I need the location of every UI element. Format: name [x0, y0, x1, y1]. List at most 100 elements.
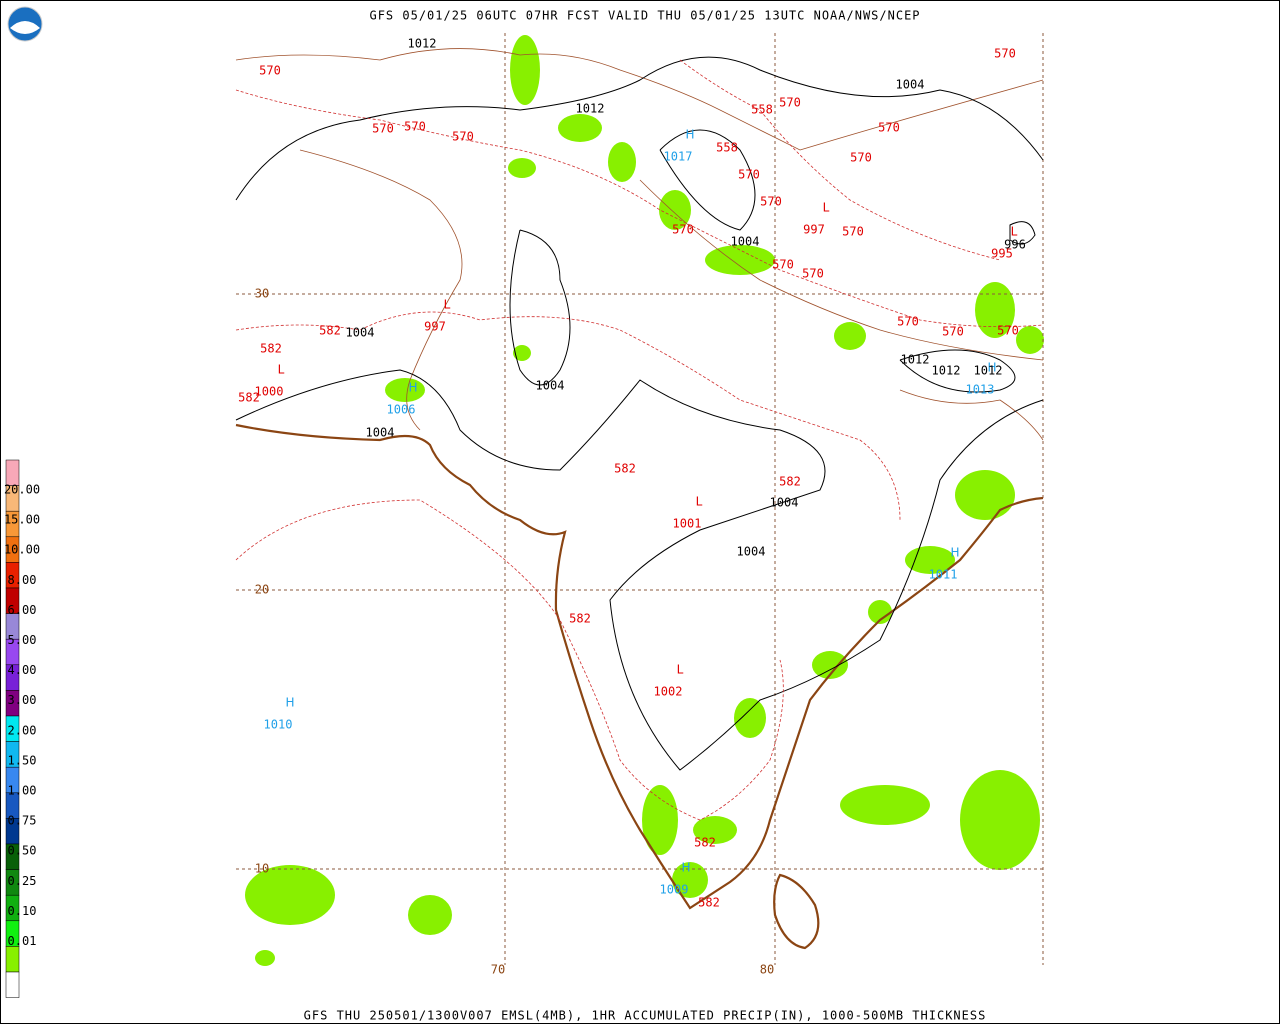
- isobar-label: 1004: [731, 235, 760, 249]
- isobar: [899, 349, 1016, 393]
- center-value: 1000: [255, 385, 284, 399]
- center-symbol: H: [408, 381, 417, 395]
- center-value: 1010: [264, 718, 293, 732]
- isobar: [659, 129, 756, 231]
- legend-label: 8.00: [8, 573, 37, 587]
- center-value: 1017: [664, 150, 693, 164]
- center-symbol: L: [444, 298, 451, 312]
- isobar-label: 1012: [408, 37, 437, 51]
- legend-label: 0.10: [8, 904, 37, 918]
- precip: [812, 651, 848, 679]
- lat-lon-grid: [236, 33, 1044, 965]
- border: [639, 179, 1044, 361]
- logo-bird: [10, 21, 40, 34]
- isobar: [1009, 221, 1036, 245]
- header-title: GFS 05/01/25 06UTC 07HR FCST VALID THU 0…: [369, 9, 920, 23]
- thickness-label: 570: [878, 121, 900, 135]
- thickness-line: [679, 59, 1001, 261]
- center-symbol: L: [823, 201, 830, 215]
- lat-label: 20: [255, 583, 269, 597]
- thickness-label: 570: [372, 122, 394, 136]
- legend-label: 0.50: [8, 844, 37, 858]
- isobar-label: 1004: [770, 496, 799, 510]
- thickness-label: 582: [614, 462, 636, 476]
- lat-label: 30: [255, 287, 269, 301]
- center-symbol: L: [278, 363, 285, 377]
- precip: [975, 282, 1015, 338]
- precip: [955, 470, 1015, 520]
- thickness-label: 582: [779, 475, 801, 489]
- legend: 20.00 15.00 10.00 8.00 6.00 5.00 4.00 3.00 2.00 1…: [4, 459, 40, 998]
- isobar-label: 1004: [737, 545, 766, 559]
- thickness-label: 570: [259, 64, 281, 78]
- legend-label: 10.00: [4, 543, 40, 557]
- isobar: [509, 229, 571, 386]
- center-value: 995: [991, 247, 1013, 261]
- lat-label: 10: [255, 862, 269, 876]
- thickness-label: 570: [772, 258, 794, 272]
- noaa-logo: [7, 6, 43, 42]
- precip: [840, 785, 930, 825]
- borders: [235, 48, 1044, 441]
- center-symbol: H: [950, 546, 959, 560]
- precip: [693, 816, 737, 844]
- isobar-label: 1012: [932, 364, 961, 378]
- lon-label: 70: [491, 963, 505, 977]
- center-symbol: H: [285, 696, 294, 710]
- isobar-label: 1004: [366, 426, 395, 440]
- legend-swatch: [5, 971, 20, 998]
- thickness-label: 582: [260, 342, 282, 356]
- precip: [608, 142, 636, 182]
- legend-label: 3.00: [8, 693, 37, 707]
- lon-label: 80: [760, 963, 774, 977]
- thickness-label: 570: [802, 267, 824, 281]
- legend-label: 5.00: [8, 633, 37, 647]
- precip: [245, 865, 335, 925]
- center-value: 1006: [387, 403, 416, 417]
- precip: [513, 345, 531, 361]
- precip: [255, 950, 275, 966]
- center-symbol: H: [987, 361, 996, 375]
- center-symbol: H: [685, 128, 694, 142]
- precip: [408, 895, 452, 935]
- legend-label: 1.00: [8, 784, 37, 798]
- thickness-label: 570: [997, 324, 1019, 338]
- precip: [734, 698, 766, 738]
- thickness-label: 582: [698, 896, 720, 910]
- precip: [705, 245, 775, 275]
- legend-label: 20.00: [4, 483, 40, 497]
- border: [235, 48, 1044, 151]
- coastline: [235, 423, 1044, 950]
- legend-label: 2.00: [8, 723, 37, 737]
- thickness-label: 570: [404, 120, 426, 134]
- border: [299, 149, 463, 431]
- isobar-label: 1012: [576, 102, 605, 116]
- precip: [960, 770, 1040, 870]
- isobar-label: 1004: [536, 379, 565, 393]
- isobar: [235, 369, 1044, 771]
- isobar: [235, 56, 1044, 201]
- center-value: 1013: [966, 383, 995, 397]
- border: [899, 389, 1044, 441]
- legend-label: 0.75: [8, 814, 37, 828]
- legend-label: 0.01: [8, 934, 37, 948]
- thickness-label: 582: [238, 391, 260, 405]
- thickness-label: 570: [842, 225, 864, 239]
- thickness-label: 558: [716, 141, 738, 155]
- thickness-label: 558: [751, 103, 773, 117]
- isobar-label: 1012: [901, 353, 930, 367]
- sri-lanka: [773, 873, 820, 950]
- thickness-label: 582: [569, 612, 591, 626]
- center-value: 997: [424, 320, 446, 334]
- center-value: 1001: [673, 517, 702, 531]
- legend-label: 15.00: [4, 513, 40, 527]
- legend-label: 6.00: [8, 603, 37, 617]
- center-value: 1011: [929, 568, 958, 582]
- center-value: 1009: [660, 883, 689, 897]
- center-value: 997: [803, 223, 825, 237]
- legend-label: 4.00: [8, 663, 37, 677]
- legend-swatch: [5, 946, 20, 973]
